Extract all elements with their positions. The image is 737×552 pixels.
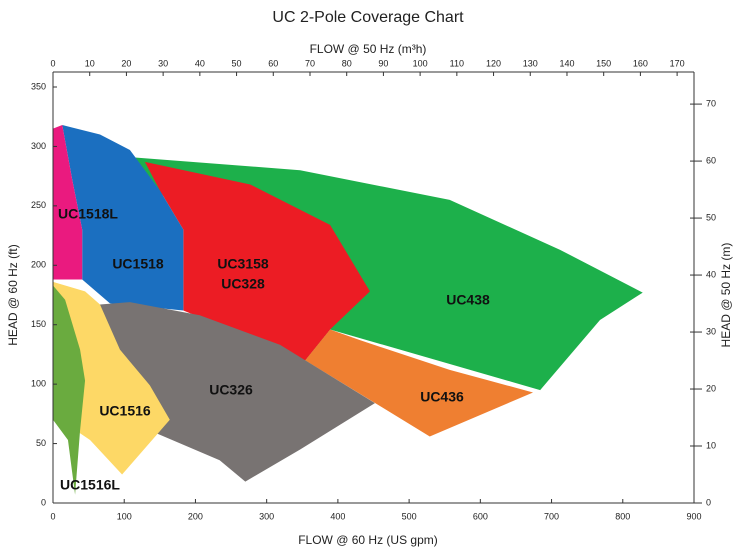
x-tick-label: 600 — [473, 511, 488, 521]
x2-tick-label: 10 — [85, 58, 95, 68]
y-tick-label: 250 — [31, 200, 46, 210]
x2-tick-label: 130 — [523, 58, 538, 68]
x2-tick-label: 60 — [268, 58, 278, 68]
y-tick-label: 350 — [31, 81, 46, 91]
y-tick-label: 300 — [31, 141, 46, 151]
y2-tick-label: 70 — [706, 98, 716, 108]
x2-tick-label: 80 — [342, 58, 352, 68]
x2-tick-label: 30 — [158, 58, 168, 68]
chart-title: UC 2-Pole Coverage Chart — [272, 9, 464, 26]
y-tick-label: 0 — [41, 497, 46, 507]
y2-tick-label: 20 — [706, 383, 716, 393]
x2-tick-label: 50 — [232, 58, 242, 68]
x-tick-label: 0 — [50, 511, 55, 521]
x2-tick-label: 90 — [378, 58, 388, 68]
y2-tick-label: 40 — [706, 269, 716, 279]
y2-tick-label: 0 — [706, 497, 711, 507]
x2-tick-label: 120 — [486, 58, 501, 68]
y2-axis-label: HEAD @ 50 Hz (m) — [719, 243, 733, 348]
x2-axis-label: FLOW @ 50 Hz (m³h) — [310, 42, 427, 56]
x-tick-label: 100 — [117, 511, 132, 521]
x-tick-label: 200 — [188, 511, 203, 521]
region-label: UC326 — [209, 382, 253, 398]
region-label: UC1516 — [99, 403, 151, 419]
x2-tick-label: 140 — [559, 58, 574, 68]
x2-tick-label: 40 — [195, 58, 205, 68]
x2-tick-label: 70 — [305, 58, 315, 68]
y2-tick-label: 10 — [706, 440, 716, 450]
x2-tick-label: 20 — [121, 58, 131, 68]
coverage-region — [53, 281, 170, 475]
y-tick-label: 200 — [31, 260, 46, 270]
x2-tick-label: 160 — [633, 58, 648, 68]
x-tick-label: 500 — [402, 511, 417, 521]
region-label: UC328 — [221, 276, 265, 292]
y-axis-label: HEAD @ 60 Hz (ft) — [6, 244, 20, 346]
x2-tick-label: 170 — [670, 58, 685, 68]
region-label: UC1516L — [60, 477, 120, 493]
y2-tick-label: 50 — [706, 212, 716, 222]
region-label: UC438 — [446, 292, 490, 308]
x2-tick-label: 0 — [50, 58, 55, 68]
coverage-region — [53, 125, 83, 280]
x-tick-label: 400 — [330, 511, 345, 521]
x-tick-label: 900 — [686, 511, 701, 521]
coverage-region — [95, 302, 375, 482]
coverage-region — [53, 285, 86, 495]
x-tick-label: 300 — [259, 511, 274, 521]
coverage-region — [144, 161, 370, 361]
y2-tick-label: 30 — [706, 326, 716, 336]
coverage-region — [305, 329, 534, 437]
region-label: UC1518L — [58, 206, 118, 222]
x-tick-label: 700 — [544, 511, 559, 521]
region-label: UC436 — [420, 389, 464, 405]
y-tick-label: 50 — [36, 438, 46, 448]
y-tick-label: 100 — [31, 379, 46, 389]
region-label: UC3158 — [217, 256, 269, 272]
x2-tick-label: 150 — [596, 58, 611, 68]
x-tick-label: 800 — [615, 511, 630, 521]
y-tick-label: 150 — [31, 319, 46, 329]
x2-tick-label: 110 — [450, 58, 464, 68]
region-label: UC1518 — [112, 256, 164, 272]
x-axis-label: FLOW @ 60 Hz (US gpm) — [298, 533, 438, 547]
y2-tick-label: 60 — [706, 155, 716, 165]
coverage-region — [62, 125, 184, 311]
x2-tick-label: 100 — [413, 58, 428, 68]
